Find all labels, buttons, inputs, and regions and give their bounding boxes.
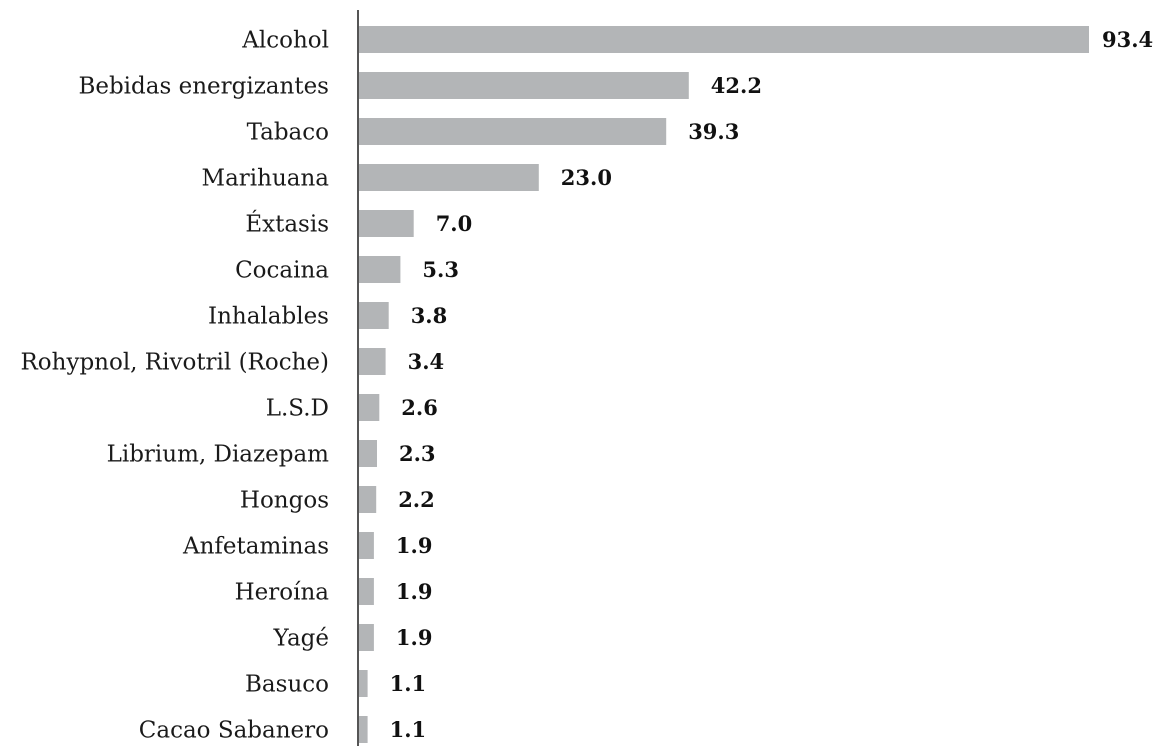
category-label: Cocaina — [235, 258, 329, 284]
bar — [359, 670, 368, 697]
bar — [359, 118, 667, 145]
value-label: 7.0 — [436, 211, 473, 236]
category-label: Anfetaminas — [182, 534, 329, 560]
bar — [359, 72, 689, 99]
bar — [359, 532, 374, 559]
value-label: 2.6 — [401, 395, 438, 420]
category-label: Tabaco — [247, 120, 329, 146]
bar — [359, 210, 414, 237]
bar — [359, 624, 374, 651]
category-labels: Alcohol Bebidas energizantes Tabaco Marihua… — [20, 28, 329, 744]
value-label: 3.8 — [411, 303, 448, 328]
category-label: Yagé — [273, 626, 329, 652]
value-label: 1.1 — [390, 671, 427, 696]
category-label: Hongos — [240, 488, 329, 514]
category-label: Librium, Diazepam — [107, 442, 330, 468]
category-label: Cacao Sabanero — [139, 718, 329, 744]
bar — [359, 256, 401, 283]
bar — [359, 486, 377, 513]
bar — [359, 348, 386, 375]
category-label: Alcohol — [241, 28, 329, 54]
bar — [359, 716, 368, 743]
bar — [359, 26, 1089, 53]
value-label: 1.9 — [396, 533, 433, 558]
value-label: 93.4 — [1102, 27, 1153, 52]
value-label: 3.4 — [408, 349, 445, 374]
bar — [359, 394, 380, 421]
value-label: 2.3 — [399, 441, 436, 466]
value-label: 1.1 — [390, 717, 427, 742]
value-label: 1.9 — [396, 579, 433, 604]
value-label: 23.0 — [561, 165, 612, 190]
value-label: 39.3 — [688, 119, 739, 144]
category-label: Marihuana — [202, 166, 330, 192]
category-label: Bebidas energizantes — [78, 74, 329, 100]
category-label: Heroína — [235, 580, 330, 606]
category-label: Basuco — [245, 672, 329, 698]
value-labels: 93.4 42.2 39.3 23.0 7.0 5.3 3.8 3.4 2.6 2.3 2.2 1.9… — [390, 27, 1154, 742]
bar — [359, 302, 389, 329]
bar — [359, 164, 539, 191]
bar — [359, 440, 377, 467]
category-label: Inhalables — [208, 304, 329, 330]
category-label: Rohypnol, Rivotril (Roche) — [20, 350, 329, 376]
value-label: 2.2 — [398, 487, 435, 512]
category-label: Éxtasis — [245, 211, 329, 238]
value-label: 5.3 — [422, 257, 459, 282]
category-label: L.S.D — [266, 396, 329, 422]
bars-layer — [359, 26, 1089, 743]
value-label: 1.9 — [396, 625, 433, 650]
bar — [359, 578, 374, 605]
value-label: 42.2 — [711, 73, 762, 98]
